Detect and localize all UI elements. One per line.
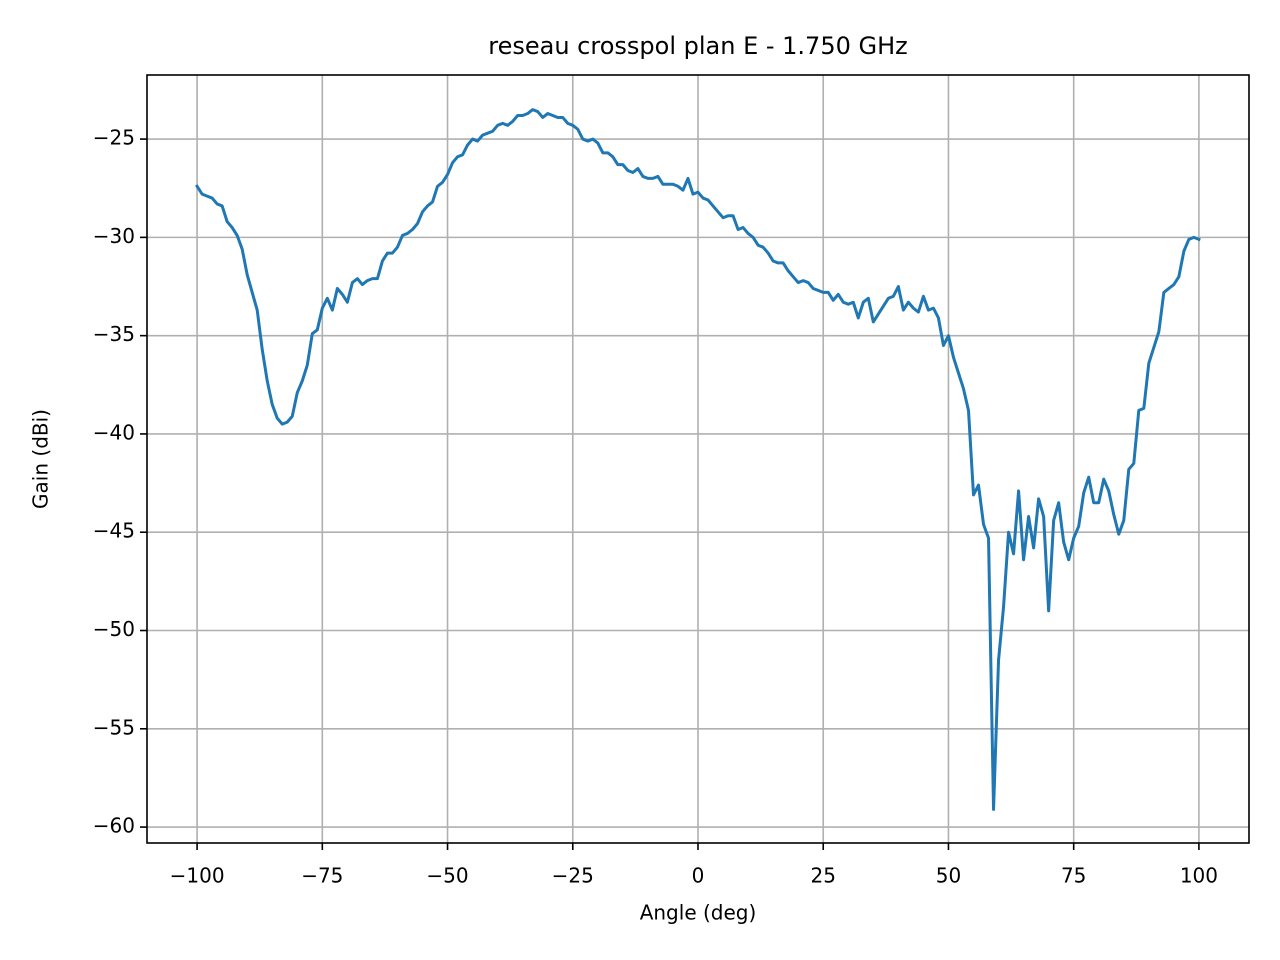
x-tick-label: −100 bbox=[170, 864, 225, 888]
y-tick-label: −50 bbox=[93, 617, 135, 641]
x-tick-label: 25 bbox=[811, 864, 836, 888]
chart-title: reseau crosspol plan E - 1.750 GHz bbox=[488, 32, 907, 60]
x-tick-label: −75 bbox=[301, 864, 343, 888]
y-tick-label: −30 bbox=[93, 224, 135, 248]
data-line bbox=[195, 108, 1201, 811]
x-tick-label: 100 bbox=[1180, 864, 1218, 888]
x-tick-label: 75 bbox=[1061, 864, 1086, 888]
y-tick-label: −60 bbox=[93, 814, 135, 838]
x-tick-label: −25 bbox=[552, 864, 594, 888]
y-tick-label: −35 bbox=[93, 322, 135, 346]
y-axis-label: Gain (dBi) bbox=[29, 409, 53, 509]
x-axis-label: Angle (deg) bbox=[640, 901, 757, 925]
x-tick-label: −50 bbox=[426, 864, 468, 888]
y-tick-label: −40 bbox=[93, 420, 135, 444]
y-tick-label: −45 bbox=[93, 519, 135, 543]
x-tick-label: 50 bbox=[936, 864, 961, 888]
plot-frame bbox=[146, 74, 1250, 844]
y-tick-label: −55 bbox=[93, 715, 135, 739]
x-tick-label: 0 bbox=[692, 864, 705, 888]
y-tick-label: −25 bbox=[93, 126, 135, 150]
